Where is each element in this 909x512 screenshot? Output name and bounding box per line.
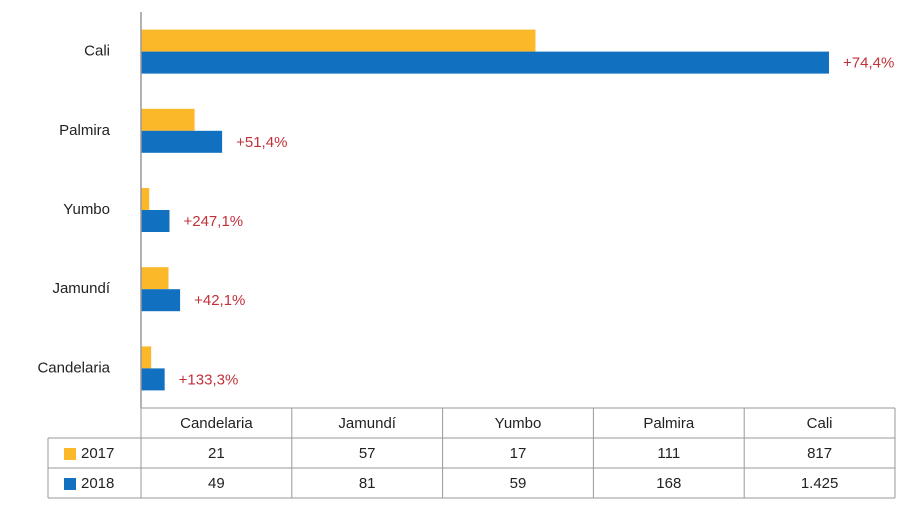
table-cell: 17 [510, 445, 527, 462]
legend-label: 2018 [81, 475, 114, 492]
legend-label: 2017 [81, 445, 114, 462]
bar [141, 29, 536, 52]
change-annotation: +42,1% [194, 292, 245, 309]
bar [141, 346, 152, 369]
bar [141, 188, 150, 210]
change-annotation: +247,1% [183, 213, 243, 230]
legend-key [64, 448, 76, 460]
category-label: Candelaria [37, 359, 110, 376]
table-cell: 59 [510, 475, 527, 492]
table-cell: 21 [208, 445, 225, 462]
bar [141, 267, 169, 290]
table-cell: 1.425 [801, 475, 839, 492]
change-annotation: +51,4% [236, 134, 287, 151]
bar [141, 51, 829, 74]
table-cell: 817 [807, 445, 832, 462]
change-annotation: +74,4% [843, 55, 894, 72]
category-label: Jamundí [52, 280, 110, 297]
change-annotation: +133,3% [179, 371, 239, 388]
bar [141, 130, 223, 153]
category-label: Cali [84, 43, 110, 60]
bar [141, 108, 195, 131]
bar [141, 210, 170, 232]
table-header: Palmira [643, 415, 695, 432]
table-header: Jamundí [338, 415, 396, 432]
bar [141, 368, 165, 391]
table-cell: 49 [208, 475, 225, 492]
table-cell: 57 [359, 445, 376, 462]
category-label: Palmira [59, 122, 111, 139]
table-cell: 168 [656, 475, 681, 492]
table-cell: 81 [359, 475, 376, 492]
table-header: Yumbo [495, 415, 542, 432]
bar [141, 289, 181, 312]
category-label: Yumbo [63, 201, 110, 218]
table-header: Candelaria [180, 415, 253, 432]
table-header: Cali [807, 415, 833, 432]
table-cell: 111 [657, 445, 680, 462]
legend-key [64, 478, 76, 490]
